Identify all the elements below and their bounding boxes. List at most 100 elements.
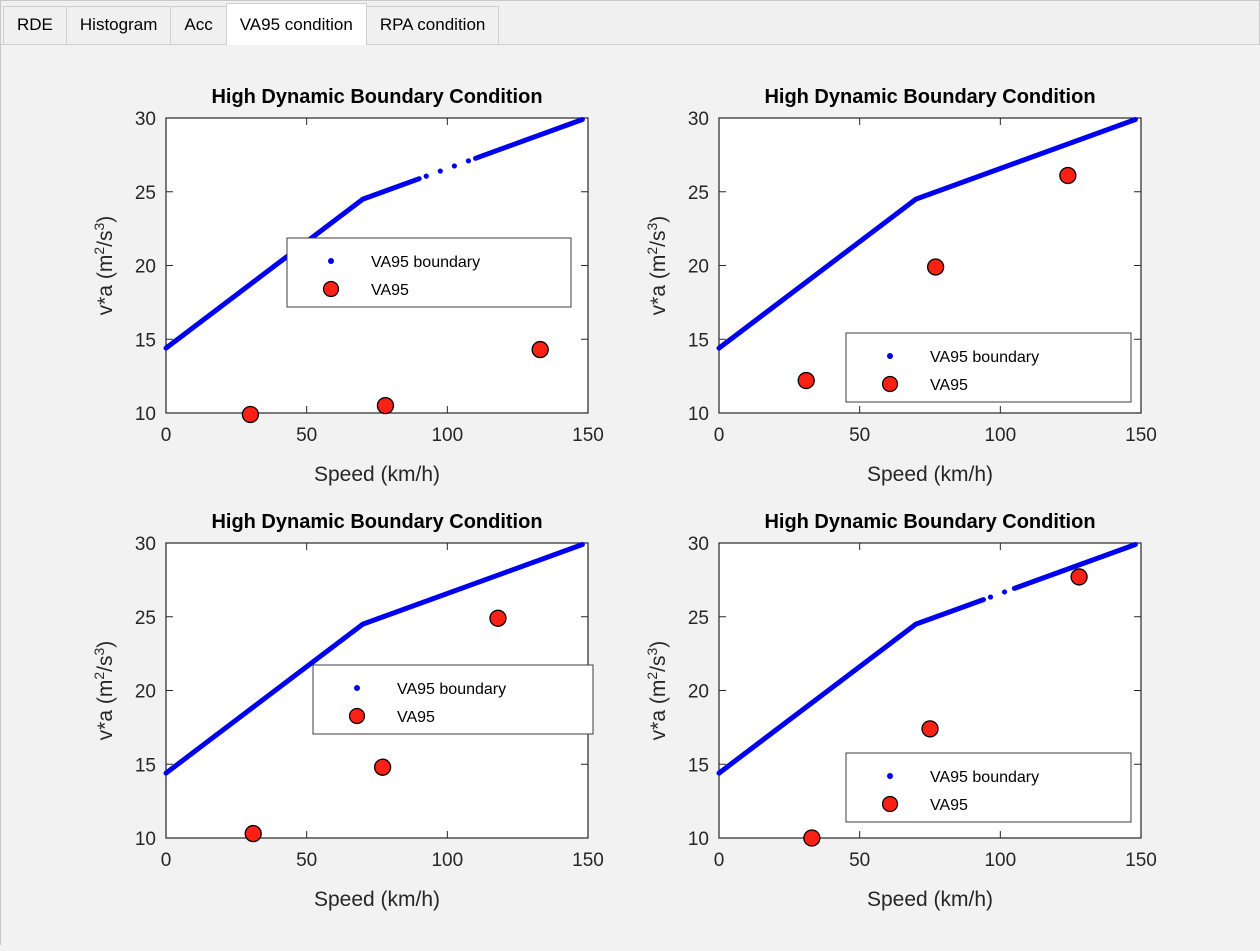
chart-title: High Dynamic Boundary Condition <box>211 511 542 533</box>
y-tick-label: 10 <box>688 829 709 850</box>
boundary-line <box>473 117 585 161</box>
y-tick-label: 15 <box>688 330 709 351</box>
tab-rpa-condition[interactable]: RPA condition <box>365 6 500 44</box>
legend-entry-label: VA95 boundary <box>930 349 1039 366</box>
boundary-dot <box>987 594 994 600</box>
y-tick-label: 30 <box>135 109 156 130</box>
y-tick-label: 10 <box>135 404 156 425</box>
tab-acc[interactable]: Acc <box>170 6 227 44</box>
boundary-dot <box>437 168 443 174</box>
va95-point <box>244 824 262 843</box>
y-tick-label: 30 <box>135 534 156 555</box>
legend-entry-label: VA95 <box>930 377 968 394</box>
legend-va95-marker-icon <box>322 280 340 298</box>
va95-point <box>926 258 945 276</box>
legend[interactable]: VA95 boundary VA95 <box>312 664 594 735</box>
x-tick-label: 100 <box>431 850 463 871</box>
x-tick-label: 0 <box>161 425 172 446</box>
x-tick-label: 50 <box>296 425 317 446</box>
legend-boundary-marker-icon <box>328 258 334 264</box>
chart-title: High Dynamic Boundary Condition <box>211 86 542 108</box>
legend-entry-label: VA95 <box>930 797 968 814</box>
va95-point <box>531 340 549 359</box>
x-axis-label: Speed (km/h) <box>314 888 440 911</box>
y-tick-label: 15 <box>135 755 156 776</box>
boundary-dot <box>423 173 429 179</box>
y-tick-label: 25 <box>688 608 709 629</box>
va95-point <box>1059 166 1077 185</box>
x-tick-label: 0 <box>714 425 725 446</box>
x-tick-label: 0 <box>161 850 172 871</box>
y-axis-label: v*a (m2/s3) <box>644 641 670 741</box>
y-tick-label: 20 <box>688 682 709 703</box>
x-tick-label: 150 <box>1125 850 1157 871</box>
x-axis-label: Speed (km/h) <box>867 888 993 911</box>
subplot-2: 0 50 100 150 10 15 20 25 30 High Dynamic Boundary… <box>644 86 1157 486</box>
x-tick-label: 50 <box>849 425 870 446</box>
va95-point <box>376 396 395 415</box>
va95-point <box>803 829 821 847</box>
y-tick-label: 15 <box>135 330 156 351</box>
legend-boundary-marker-icon <box>887 773 893 779</box>
va95-point <box>241 405 260 424</box>
boundary-line <box>1011 542 1138 591</box>
x-axis-label: Speed (km/h) <box>314 463 440 486</box>
axes-box <box>718 117 1142 414</box>
boundary-dot <box>1001 589 1008 595</box>
y-axis-label: v*a (m2/s3) <box>91 641 117 741</box>
x-tick-label: 100 <box>431 425 463 446</box>
y-tick-label: 15 <box>688 755 709 776</box>
x-tick-label: 150 <box>572 850 604 871</box>
va95-point <box>373 758 392 776</box>
x-tick-label: 50 <box>296 850 317 871</box>
tab-bar: RDE Histogram Acc VA95 condition RPA con… <box>1 1 1259 45</box>
x-tick-label: 100 <box>984 850 1016 871</box>
chart-title: High Dynamic Boundary Condition <box>764 511 1095 533</box>
tab-rde[interactable]: RDE <box>3 6 67 44</box>
x-tick-label: 50 <box>849 850 870 871</box>
y-tick-label: 20 <box>135 682 156 703</box>
legend[interactable]: VA95 boundary VA95 <box>845 752 1132 823</box>
boundary-dot <box>451 163 457 169</box>
y-tick-label: 25 <box>135 183 156 204</box>
legend[interactable]: VA95 boundary VA95 <box>845 332 1132 403</box>
legend-entry-label: VA95 <box>371 282 409 299</box>
y-tick-label: 30 <box>688 534 709 555</box>
legend-entry-label: VA95 boundary <box>371 254 480 271</box>
tab-histogram[interactable]: Histogram <box>65 6 172 44</box>
legend-boundary-marker-icon <box>887 353 893 359</box>
y-tick-label: 10 <box>135 829 156 850</box>
boundary-line <box>716 117 1138 351</box>
y-tick-label: 10 <box>688 404 709 425</box>
va95-point <box>1070 568 1088 586</box>
legend[interactable]: VA95 boundary VA95 <box>286 237 572 308</box>
legend-entry-label: VA95 <box>397 709 435 726</box>
legend-entry-label: VA95 boundary <box>397 681 506 698</box>
boundary-line <box>163 542 585 776</box>
axes-box <box>165 117 589 414</box>
axes-box <box>718 542 1142 839</box>
legend-va95-marker-icon <box>881 375 899 393</box>
boundary-dot <box>465 158 472 164</box>
boundary-line <box>163 176 422 351</box>
x-tick-label: 150 <box>572 425 604 446</box>
x-tick-label: 150 <box>1125 425 1157 446</box>
y-tick-label: 25 <box>688 183 709 204</box>
legend-va95-marker-icon <box>348 707 366 725</box>
y-axis-label: v*a (m2/s3) <box>644 216 670 316</box>
x-tick-label: 100 <box>984 425 1016 446</box>
chart-title: High Dynamic Boundary Condition <box>764 86 1095 108</box>
subplot-1: 0 50 100 150 10 15 20 25 30 High Dynamic Boundary… <box>91 86 604 486</box>
y-tick-label: 25 <box>135 608 156 629</box>
legend-boundary-marker-icon <box>354 685 360 691</box>
legend-entry-label: VA95 boundary <box>930 769 1039 786</box>
legend-va95-marker-icon <box>881 795 899 813</box>
va95-point <box>797 371 815 390</box>
va95-point <box>921 720 939 738</box>
tab-va95-condition[interactable]: VA95 condition <box>225 3 367 45</box>
y-tick-label: 20 <box>688 257 709 278</box>
x-axis-label: Speed (km/h) <box>867 463 993 486</box>
y-axis-label: v*a (m2/s3) <box>91 216 117 316</box>
va95-point <box>489 609 507 627</box>
